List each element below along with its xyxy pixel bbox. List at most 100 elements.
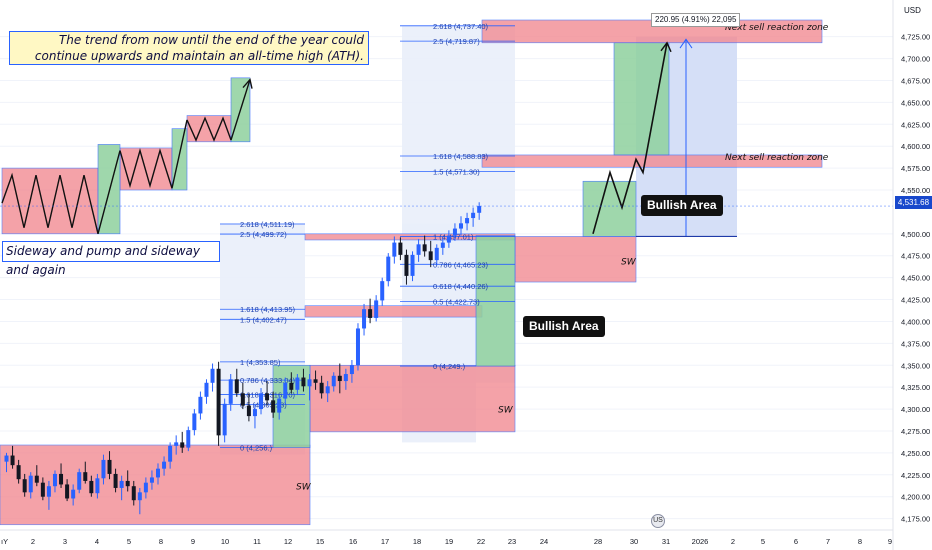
candle-body [89, 480, 94, 494]
fib-label: 0 (4,249.) [433, 362, 466, 371]
candle-body [113, 473, 118, 488]
fib-label: 1 (4,497.01) [433, 232, 474, 241]
y-tick-label: 4,300.00 [901, 405, 930, 414]
measure-tooltip: 220.95 (4.91%) 22,095 [651, 13, 741, 27]
trend-note[interactable]: The trend from now until the end of the … [9, 31, 369, 65]
sketch-path [171, 119, 188, 189]
zone-resistance [304, 305, 483, 318]
candle-body [452, 228, 457, 236]
y-tick-label: 4,200.00 [901, 493, 930, 502]
x-tick-label: 2 [31, 537, 35, 546]
bullish-area-label-mid[interactable]: Bullish Area [523, 316, 605, 337]
y-tick-label: 4,325.00 [901, 383, 930, 392]
sell-zone-label-top: Next sell reaction zone [725, 23, 829, 33]
candle-body [446, 235, 451, 243]
candle-body [459, 223, 463, 229]
candle-body [307, 379, 312, 387]
zone-sideway-3 [514, 236, 637, 283]
zone-sideway-1 [0, 444, 311, 526]
candle-body [337, 375, 342, 382]
y-tick-label: 4,375.00 [901, 339, 930, 348]
sideway-note[interactable]: Sideway and pump and sideway and again [2, 241, 220, 277]
candle-body [398, 242, 403, 255]
x-tick-label: 12 [284, 537, 292, 546]
x-tick-label: 19 [445, 537, 453, 546]
x-tick-label: 3 [63, 537, 67, 546]
candle-body [174, 442, 179, 446]
candle-body [477, 206, 482, 213]
candle-body [331, 375, 336, 387]
candle-body [289, 382, 294, 390]
x-tick-label: 31 [662, 537, 670, 546]
candle-body [198, 396, 203, 414]
candle-body [192, 413, 197, 431]
y-tick-label: 4,625.00 [901, 120, 930, 129]
candle-body [416, 244, 421, 255]
candle-body [168, 445, 173, 462]
y-tick-label: 4,225.00 [901, 471, 930, 480]
fib-label: 0 (4,256.) [240, 444, 273, 453]
candle-body [440, 242, 445, 248]
candle-body [210, 368, 215, 383]
sketch-pump-2 [171, 128, 188, 191]
sketch-path [97, 150, 121, 235]
sw-label: SW [621, 257, 637, 267]
x-tick-label: 9 [888, 537, 892, 546]
fib-label: 0.5 (4,305.23) [240, 400, 287, 409]
x-tick-label: 28 [594, 537, 602, 546]
candle-body [313, 379, 318, 383]
x-tick-label: 15 [316, 537, 324, 546]
fib-label: 0.5 (4,422.73) [433, 298, 480, 307]
y-tick-label: 4,400.00 [901, 317, 930, 326]
x-tick-label: 23 [508, 537, 516, 546]
y-tick-label: 4,575.00 [901, 164, 930, 173]
candle-body [392, 242, 397, 257]
candles-layer [4, 202, 482, 515]
zone-sideway-2 [309, 364, 516, 433]
candle-body [65, 484, 70, 499]
candle-body [22, 479, 27, 493]
x-tick-label: 2026 [692, 537, 709, 546]
y-tick-label: 4,600.00 [901, 142, 930, 151]
candle-body [10, 455, 15, 466]
zone-bull-4 [613, 42, 670, 156]
candle-body [156, 468, 160, 478]
fib-label: 1 (4,353.85) [240, 358, 281, 367]
sketch-path [230, 79, 251, 141]
fib-label: 0.786 (4,465.23) [433, 260, 489, 269]
candle-body [271, 400, 276, 413]
candle-body [101, 459, 106, 479]
fib-label: 0.618 (4,440.26) [433, 282, 489, 291]
candle-body [77, 472, 82, 490]
fib-label: 1.618 (4,413.95) [240, 305, 296, 314]
candle-body [252, 409, 257, 417]
x-tick-label: 17 [381, 537, 389, 546]
y-tick-label: 4,650.00 [901, 98, 930, 107]
projection-arrowhead [660, 41, 672, 53]
x-tick-label: 5 [127, 537, 131, 546]
candle-body [107, 459, 112, 474]
x-tick-label: 2 [731, 537, 735, 546]
candle-body [422, 244, 427, 252]
sketch-path [186, 116, 232, 142]
x-tick-label: 24 [540, 537, 548, 546]
candle-body [137, 492, 142, 501]
candle-body [204, 382, 209, 397]
candle-body [410, 254, 415, 276]
candle-body [301, 377, 306, 387]
candle-body [234, 379, 239, 394]
y-tick-label: 4,450.00 [901, 274, 930, 283]
x-tick-label: 22 [477, 537, 485, 546]
zone-bull-2 [475, 235, 516, 367]
candle-body [386, 256, 391, 282]
x-tick-label: 5 [761, 537, 765, 546]
candle-body [216, 368, 221, 436]
x-tick-label: 6 [794, 537, 798, 546]
y-tick-label: 4,425.00 [901, 296, 930, 305]
fib-label: 1.5 (4,402.47) [240, 315, 287, 324]
candle-body [119, 480, 124, 488]
candle-body [28, 475, 33, 493]
candle-body [404, 254, 409, 276]
us-flag-icon[interactable]: US [651, 514, 665, 528]
bullish-area-label-top[interactable]: Bullish Area [641, 195, 723, 216]
